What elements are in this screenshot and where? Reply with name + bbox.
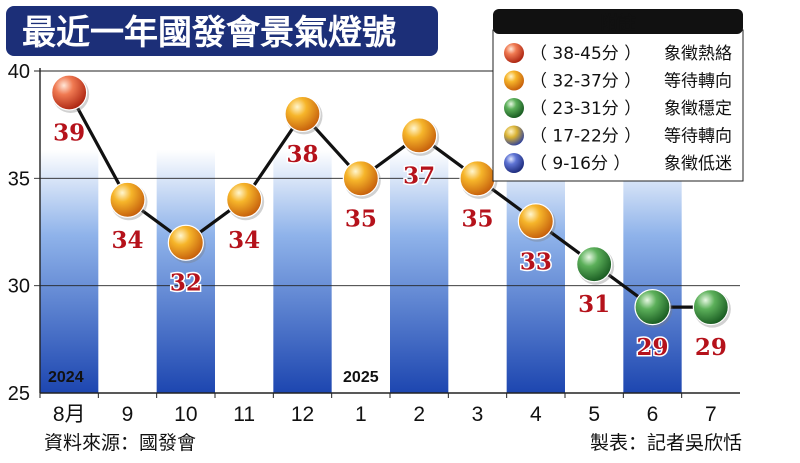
- signal-point: [342, 160, 379, 197]
- legend-range: （ 9-16分 ）: [530, 154, 630, 174]
- x-tick-label: 9: [122, 403, 134, 426]
- signal-point: [284, 95, 321, 133]
- y-tick-labels: 25 30 35 40: [8, 61, 30, 405]
- signal-point: [634, 289, 671, 326]
- x-tick-label: 11: [233, 403, 255, 426]
- legend-meaning: 象徵低迷: [664, 154, 732, 174]
- legend-range: （ 38-45分 ）: [530, 44, 641, 64]
- legend-range: （ 23-31分 ）: [530, 99, 641, 119]
- legend-meaning: 象徵穩定: [664, 99, 732, 119]
- signal-point: [226, 181, 263, 218]
- legend: 附註 （ 38-45分 ） 象徵熱絡 （ 32-37分 ） 等待轉向 （ 23-31分 …: [492, 9, 744, 182]
- legend-meaning: 象徵熱絡: [664, 44, 732, 64]
- legend-meaning: 等待轉向: [664, 127, 732, 147]
- year-label: 2024: [48, 369, 84, 386]
- signal-points: [51, 74, 731, 328]
- legend-swatch: [504, 70, 524, 91]
- data-label: 29: [695, 334, 727, 361]
- month-stripe-4: [273, 150, 332, 393]
- data-label: 35: [345, 205, 377, 232]
- legend-title-bar: [493, 9, 743, 34]
- signal-point: [109, 181, 146, 218]
- month-stripes: [40, 150, 682, 393]
- legend-items: （ 38-45分 ） 象徵熱絡 （ 32-37分 ） 等待轉向 （ 23-31分 ） 象徵…: [504, 43, 732, 174]
- x-tick-label: 1: [355, 403, 367, 426]
- source-text: 資料來源：國發會: [44, 432, 196, 454]
- x-tick-label: 7: [705, 403, 717, 426]
- data-label: 38: [286, 141, 318, 168]
- month-stripe-0: [40, 150, 99, 393]
- legend-title: 附註: [600, 12, 636, 34]
- legend-range: （ 17-22分 ）: [530, 127, 641, 147]
- signal-point: [167, 224, 204, 261]
- signal-point: [51, 74, 88, 111]
- legend-swatch: [504, 43, 524, 63]
- x-tick-label: 3: [472, 403, 484, 426]
- data-label: 31: [578, 291, 610, 318]
- data-label: 34: [111, 227, 143, 254]
- month-stripe-10: [623, 150, 682, 393]
- data-label: 33: [520, 248, 552, 275]
- x-tick-label: 6: [647, 403, 659, 426]
- signal-point: [459, 160, 496, 197]
- x-tick-label: 12: [291, 403, 314, 426]
- credit-text: 製表：記者吳欣恬: [590, 432, 742, 454]
- x-tick-label: 2: [413, 403, 425, 426]
- data-label: 39: [53, 119, 85, 146]
- x-tick-label: 5: [588, 403, 600, 426]
- legend-swatch: [504, 125, 524, 146]
- month-stripe-8: [506, 150, 565, 393]
- x-tick-labels: 8月 9 10 11 12 1 2 3 4 5 6 7: [39, 393, 717, 426]
- title-banner: [6, 6, 438, 56]
- x-tick-label: 4: [530, 403, 542, 426]
- x-tick-label: 10: [174, 403, 197, 426]
- data-label: 34: [228, 227, 260, 254]
- signal-point: [576, 246, 613, 283]
- data-label: 35: [461, 205, 493, 232]
- legend-swatch: [504, 98, 524, 118]
- signal-point: [401, 117, 438, 154]
- y-tick-label: 35: [8, 168, 30, 190]
- chart-title: 最近一年國發會景氣燈號: [22, 13, 396, 53]
- data-label: 37: [403, 162, 435, 189]
- month-stripe-2: [156, 150, 215, 393]
- x-tick-label: 8月: [53, 403, 86, 426]
- month-stripe-6: [390, 150, 449, 393]
- y-tick-label: 30: [8, 276, 30, 298]
- legend-box: [492, 29, 744, 182]
- signal-point: [692, 289, 729, 326]
- year-label: 2025: [343, 369, 379, 386]
- data-label: 29: [636, 334, 668, 361]
- y-tick-label: 40: [8, 61, 30, 83]
- year-labels: 2024 2025: [48, 369, 379, 386]
- legend-meaning: 等待轉向: [664, 72, 732, 92]
- signal-point: [517, 203, 554, 240]
- data-label: 32: [170, 270, 202, 297]
- data-labels: 39 34 32 34 38 35 37 35 33 31 29 29: [52, 118, 729, 363]
- y-tick-label: 25: [8, 383, 30, 405]
- legend-swatch: [504, 153, 524, 173]
- legend-range: （ 32-37分 ）: [530, 72, 641, 92]
